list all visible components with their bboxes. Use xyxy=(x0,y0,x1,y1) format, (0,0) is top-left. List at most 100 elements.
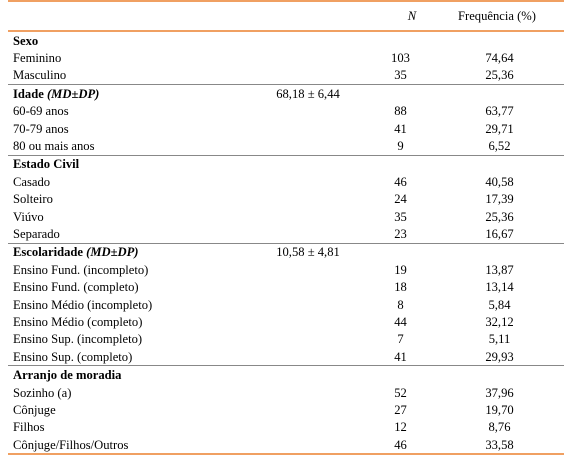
table-row: Ensino Fund. (completo) 18 13,14 xyxy=(8,278,564,295)
row-frequency-value: 29,71 xyxy=(485,121,514,136)
section-header-row: Sexo xyxy=(8,31,564,49)
section-title-text: Escolaridade xyxy=(13,245,87,260)
section-mean-sd xyxy=(250,154,366,174)
table-row: 80 ou mais anos 9 6,52 xyxy=(8,137,564,155)
row-label: 70-79 anos xyxy=(13,121,69,136)
row-label: Ensino Fund. (incompleto) xyxy=(13,262,149,277)
row-n-value: 44 xyxy=(394,314,407,329)
row-n-value: 41 xyxy=(394,349,407,364)
row-label: Ensino Sup. (completo) xyxy=(13,349,133,364)
row-n-value: 27 xyxy=(394,402,407,417)
row-label: Feminino xyxy=(13,51,62,66)
header-empty-cell xyxy=(250,0,366,32)
row-label: Cônjuge/Filhos/Outros xyxy=(8,435,250,455)
section-empty-cell xyxy=(430,242,564,262)
row-n-value: 41 xyxy=(394,121,407,136)
row-n-value: 24 xyxy=(394,192,407,207)
table-row: Feminino 103 74,64 xyxy=(8,49,564,66)
table-body: Sexo Feminino 103 74,64 Masculino 35 25,36 Idad… xyxy=(8,31,564,455)
section-title-text: Estado Civil xyxy=(13,157,80,172)
row-empty-cell xyxy=(250,296,366,313)
table-row: Ensino Médio (completo) 44 32,12 xyxy=(8,313,564,330)
row-empty-cell xyxy=(250,384,366,401)
row-frequency-value: 32,12 xyxy=(485,314,514,329)
table-row: Ensino Médio (incompleto) 8 5,84 xyxy=(8,296,564,313)
row-frequency-value: 6,52 xyxy=(488,139,511,154)
row-empty-cell xyxy=(250,278,366,295)
table-row: Ensino Sup. (incompleto) 7 5,11 xyxy=(8,331,564,348)
table-row: Cônjuge/Filhos/Outros 46 33,58 xyxy=(8,435,564,455)
row-label: Masculino xyxy=(13,68,67,83)
section-mean-sd xyxy=(250,365,366,384)
row-frequency-value: 13,87 xyxy=(485,262,514,277)
row-empty-cell xyxy=(250,225,366,243)
section-empty-cell xyxy=(366,365,430,384)
table-row: Casado 46 40,58 xyxy=(8,173,564,190)
row-n-value: 19 xyxy=(394,262,407,277)
table-row: 70-79 anos 41 29,71 xyxy=(8,120,564,137)
section-title: Estado Civil xyxy=(8,154,250,174)
row-n-value: 9 xyxy=(397,139,404,154)
section-empty-cell xyxy=(430,365,564,384)
section-title-text: Sexo xyxy=(13,33,39,48)
row-n-value: 46 xyxy=(394,174,407,189)
row-frequency-value: 25,36 xyxy=(485,68,514,83)
section-header-row: Escolaridade (MD±DP) 10,58 ± 4,81 xyxy=(8,242,564,262)
row-n-value: 23 xyxy=(394,226,407,241)
row-n-value: 88 xyxy=(394,104,407,119)
frequency-table: N Frequência (%) Sexo Feminino 103 74,64 Mas… xyxy=(8,0,564,455)
table-header: N Frequência (%) xyxy=(8,0,564,32)
section-title: Idade (MD±DP) xyxy=(8,84,250,103)
row-label: Filhos xyxy=(13,420,45,435)
section-empty-cell xyxy=(430,84,564,103)
section-header-row: Arranjo de moradia xyxy=(8,365,564,384)
section-empty-cell xyxy=(430,31,564,49)
row-label: Ensino Fund. (completo) xyxy=(13,280,139,295)
row-frequency-value: 37,96 xyxy=(485,385,514,400)
row-frequency-value: 5,84 xyxy=(488,297,511,312)
row-label: Cônjuge xyxy=(13,402,56,417)
row-frequency-value: 5,11 xyxy=(488,332,511,347)
row-frequency-value: 63,77 xyxy=(485,104,514,119)
section-empty-cell xyxy=(366,84,430,103)
row-frequency-value: 16,67 xyxy=(485,226,514,241)
table-row: Separado 23 16,67 xyxy=(8,225,564,243)
row-empty-cell xyxy=(250,313,366,330)
section-title-text: Arranjo de moradia xyxy=(13,368,122,383)
section-empty-cell xyxy=(366,31,430,49)
row-empty-cell xyxy=(250,261,366,278)
table-row: Solteiro 24 17,39 xyxy=(8,191,564,208)
row-empty-cell xyxy=(250,331,366,348)
row-empty-cell xyxy=(250,435,366,455)
section-title: Arranjo de moradia xyxy=(8,365,250,384)
row-frequency-value: 29,93 xyxy=(485,349,514,364)
row-label: Viúvo xyxy=(13,209,44,224)
row-empty-cell xyxy=(250,49,366,66)
row-n-value: 52 xyxy=(394,385,407,400)
table-row: Cônjuge 27 19,70 xyxy=(8,401,564,418)
row-n-value: 12 xyxy=(394,420,407,435)
row-label: Ensino Médio (completo) xyxy=(13,314,143,329)
row-empty-cell xyxy=(250,401,366,418)
row-frequency-value: 25,36 xyxy=(485,209,514,224)
row-n-value: 35 xyxy=(394,68,407,83)
row-n-value: 8 xyxy=(397,297,404,312)
row-label: Ensino Sup. (incompleto) xyxy=(13,332,143,347)
header-empty-cell xyxy=(8,0,250,32)
row-frequency-value: 74,64 xyxy=(485,51,514,66)
section-mean-sd: 10,58 ± 4,81 xyxy=(250,242,366,262)
section-empty-cell xyxy=(366,154,430,174)
table-row: 60-69 anos 88 63,77 xyxy=(8,103,564,120)
section-title: Escolaridade (MD±DP) xyxy=(8,242,250,262)
header-frequency: Frequência (%) xyxy=(430,0,564,32)
row-label: Casado xyxy=(13,174,51,189)
row-frequency-value: 17,39 xyxy=(485,192,514,207)
section-empty-cell xyxy=(366,242,430,262)
row-empty-cell xyxy=(250,173,366,190)
row-n-value: 7 xyxy=(397,332,404,347)
row-empty-cell xyxy=(250,103,366,120)
row-frequency-value: 40,58 xyxy=(485,174,514,189)
row-frequency-value: 8,76 xyxy=(488,420,511,435)
row-empty-cell xyxy=(250,191,366,208)
